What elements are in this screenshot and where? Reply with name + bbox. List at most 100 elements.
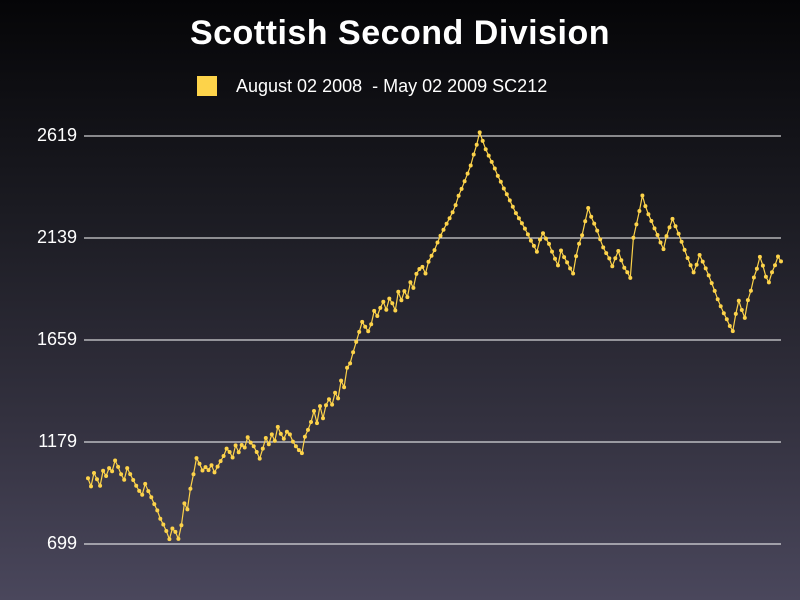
data-point [104,474,109,478]
data-point [125,466,130,471]
data-point [616,249,621,253]
data-point [318,404,322,409]
data-point [302,434,307,439]
data-point [327,397,331,402]
data-point [739,308,744,312]
data-point [248,440,253,445]
data-point [604,251,609,256]
legend-label: August 02 2008 - May 02 2009 SC212 [236,75,548,96]
y-tick-label: 2619 [37,125,77,145]
data-point [504,192,509,197]
data-point [462,179,467,184]
data-point [348,361,353,366]
data-point [366,329,371,334]
data-point [706,273,711,278]
data-point [574,254,579,259]
data-point [770,270,774,275]
data-point [221,454,226,458]
data-point [321,416,325,421]
data-point [260,446,265,451]
data-point [239,443,244,447]
data-point [559,248,563,253]
data-point [200,468,205,473]
data-point [435,240,440,245]
data-point [480,138,485,143]
data-point [351,350,356,355]
data-point [640,193,645,198]
data-point [167,537,172,542]
data-point [438,233,443,238]
data-point [522,226,527,231]
data-point [324,403,328,408]
data-point [312,409,316,413]
data-point [233,443,238,448]
data-point [242,445,247,450]
data-point [194,456,199,461]
data-point [516,216,521,221]
data-point [387,296,392,301]
data-point [776,254,780,259]
data-point [531,243,536,248]
data-point [712,288,717,293]
data-point [507,198,512,203]
data-point [330,402,335,407]
data-point [718,304,723,309]
data-point [185,507,190,512]
data-point [375,314,380,318]
series-line-group [86,130,783,542]
data-point [727,324,732,328]
data-point [538,237,542,242]
data-point [188,486,193,491]
data-point [664,234,669,239]
y-tick-label: 1179 [38,431,77,451]
data-point [721,311,726,316]
data-point [745,298,750,303]
data-point [417,267,422,271]
data-point [342,385,347,390]
data-point [703,266,708,271]
data-point [209,463,214,468]
data-point [577,241,582,246]
data-point [580,233,585,238]
data-point [519,221,524,226]
data-point [257,456,262,461]
series-line [87,130,782,542]
data-point [378,305,383,310]
data-point [652,226,657,231]
data-point [212,470,217,475]
data-point [751,275,756,280]
data-point [140,492,145,497]
data-point [281,436,286,441]
data-point [245,435,250,440]
data-point [179,523,184,528]
data-point [773,263,777,268]
data-point [592,221,597,226]
data-point [456,193,461,198]
data-point [471,152,476,157]
data-point [408,280,413,285]
data-point [173,529,178,534]
data-point [492,166,497,171]
data-point [89,484,93,489]
data-point [489,159,494,164]
data-point [206,468,211,473]
data-point [643,204,648,209]
data-point [176,536,181,541]
data-point [254,450,259,454]
data-point [119,472,124,477]
data-point [459,186,464,191]
data-point [278,431,283,436]
data-point [682,247,687,252]
data-point [571,271,576,276]
data-point [309,420,313,424]
data-point [450,210,455,215]
data-point [98,483,103,488]
data-point [655,233,660,237]
data-point [468,163,473,168]
data-point [393,308,398,313]
data-point [197,461,202,466]
data-point [230,455,235,460]
data-point [779,259,783,264]
legend-swatch [197,76,217,96]
data-point [676,231,681,236]
